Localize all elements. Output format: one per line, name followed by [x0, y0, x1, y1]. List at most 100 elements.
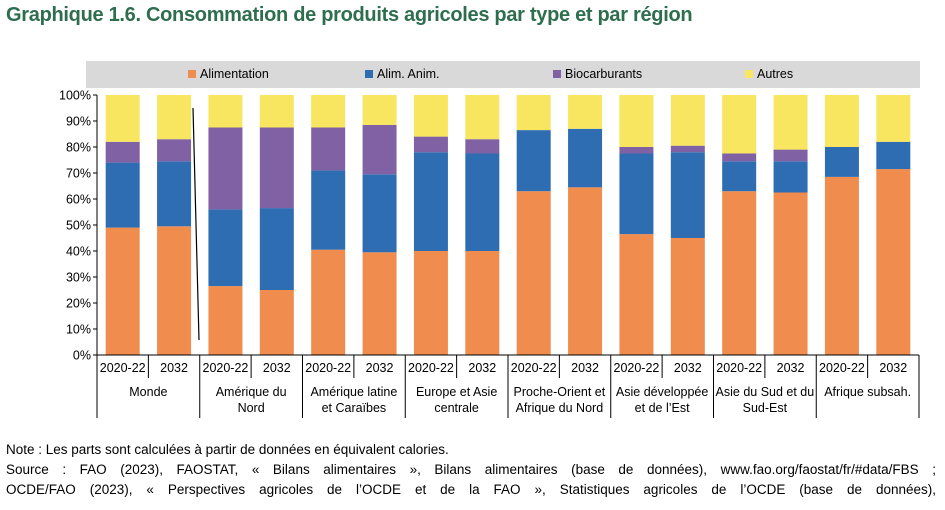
bar-segment-3-1 [157, 95, 192, 140]
x-axis: 2020-22 2032 2020-22 2032 2020-22 2032 2020-22… [96, 354, 920, 418]
bar-segment-3-0 [105, 95, 140, 142]
bar-segment-0-14 [824, 176, 859, 355]
y-tick-label: 20% [66, 297, 91, 311]
bar-segment-1-9 [568, 128, 603, 188]
x-tick-label: 2032 [468, 361, 496, 375]
bar-segment-0-11 [670, 238, 705, 355]
y-tick-label: 40% [66, 245, 91, 259]
x-tick-label: 2020-22 [203, 361, 249, 375]
bar-segment-0-5 [362, 252, 397, 355]
group-label: centrale [434, 401, 479, 415]
bar-segment-0-1 [157, 226, 192, 355]
group-label: et de l’Est [635, 401, 690, 415]
legend-swatch-2 [553, 70, 561, 78]
bar-segment-1-0 [105, 162, 140, 228]
group-label: Nord [238, 401, 265, 415]
group-label: Asie développée [616, 385, 708, 399]
bar-segment-1-13 [773, 161, 808, 193]
group-label: Asie du Sud et du [716, 385, 815, 399]
y-tick-label: 90% [66, 115, 91, 129]
bar-segment-3-7 [465, 95, 500, 140]
bar-segment-1-8 [516, 130, 551, 192]
legend-label-0: Alimentation [200, 67, 269, 81]
bar-segment-3-11 [670, 95, 705, 146]
source-text-line-2: OCDE/FAO (2023), « Perspectives agricole… [6, 482, 936, 497]
group-separator-line [192, 107, 200, 341]
legend-box [86, 61, 920, 88]
group-label: Afrique subsah. [824, 385, 911, 399]
bar-segment-3-12 [722, 95, 757, 154]
bar-segment-1-7 [465, 153, 500, 251]
bar-segment-0-7 [465, 251, 500, 355]
bar-segment-1-10 [619, 153, 654, 235]
bar-segment-3-8 [516, 95, 551, 131]
group-label: Amérique latine [310, 385, 397, 399]
group-label: Afrique du Nord [516, 401, 604, 415]
x-tick-label: 2032 [674, 361, 702, 375]
legend-swatch-3 [745, 70, 753, 78]
bar-segment-1-14 [824, 147, 859, 177]
bar-segment-3-9 [568, 95, 603, 129]
bar-segment-0-9 [568, 187, 603, 355]
bar-segment-2-3 [259, 127, 294, 209]
x-tick-label: 2020-22 [511, 361, 557, 375]
legend-swatch-0 [188, 70, 196, 78]
x-tick-label: 2032 [571, 361, 599, 375]
note-text: Note : Les parts sont calculées à partir… [6, 442, 449, 457]
y-tick-label: 30% [66, 271, 91, 285]
x-tick-label: 2020-22 [819, 361, 865, 375]
legend: Alimentation Alim. Anim. Biocarburants Autr… [188, 67, 793, 81]
bar-segment-1-2 [208, 209, 243, 287]
bar-segment-2-10 [619, 147, 654, 154]
x-tick-label: 2032 [777, 361, 805, 375]
legend-swatch-1 [365, 70, 373, 78]
x-tick-label: 2020-22 [305, 361, 351, 375]
bar-segment-3-2 [208, 95, 243, 128]
y-tick-label: 10% [66, 323, 91, 337]
bar-segment-1-4 [311, 170, 346, 250]
bar-segment-3-3 [259, 95, 294, 128]
bar-segment-1-5 [362, 174, 397, 253]
x-tick-label: 2020-22 [408, 361, 454, 375]
x-tick-label: 2032 [879, 361, 907, 375]
legend-label-1: Alim. Anim. [377, 67, 440, 81]
y-axis: 0% 10% 20% 30% 40% 50% 60% 70% 80% 90% 100% [59, 89, 98, 363]
bar-segment-1-1 [157, 161, 192, 227]
bar-segment-2-1 [157, 139, 192, 162]
bar-segment-2-6 [413, 136, 448, 153]
group-label: Monde [129, 385, 167, 399]
y-tick-label: 70% [66, 167, 91, 181]
bar-segment-1-3 [259, 208, 294, 290]
bar-segment-2-11 [670, 145, 705, 153]
x-tick-label: 2020-22 [614, 361, 660, 375]
bar-segment-1-15 [876, 141, 911, 170]
bar-segment-1-6 [413, 152, 448, 251]
y-tick-label: 0% [73, 349, 91, 363]
bar-segment-3-10 [619, 95, 654, 147]
page-title: Graphique 1.6. Consommation de produits … [6, 4, 693, 26]
y-tick-label: 50% [66, 219, 91, 233]
y-tick-label: 60% [66, 193, 91, 207]
group-label: Proche-Orient et [514, 385, 606, 399]
group-label: Sud-Est [743, 401, 788, 415]
bar-segment-0-4 [311, 249, 346, 355]
bar-segment-2-2 [208, 127, 243, 210]
bar-segment-0-2 [208, 286, 243, 355]
source-text-line-1: Source : FAO (2023), FAOSTAT, « Bilans a… [6, 462, 936, 477]
x-tick-label: 2020-22 [716, 361, 762, 375]
x-tick-label: 2032 [263, 361, 291, 375]
bar-segment-2-5 [362, 124, 397, 175]
bar-segment-2-0 [105, 141, 140, 163]
x-tick-label: 2020-22 [100, 361, 146, 375]
bar-segment-3-13 [773, 95, 808, 150]
y-tick-label: 100% [59, 89, 91, 103]
y-tick-label: 80% [66, 141, 91, 155]
bar-segment-0-6 [413, 251, 448, 355]
legend-label-3: Autres [757, 67, 793, 81]
group-label: Amérique du [216, 385, 287, 399]
bar-segment-3-4 [311, 95, 346, 128]
bar-segment-3-14 [824, 95, 859, 147]
bar-segment-2-4 [311, 127, 346, 171]
bar-segment-0-0 [105, 227, 140, 355]
bar-segment-0-8 [516, 191, 551, 355]
